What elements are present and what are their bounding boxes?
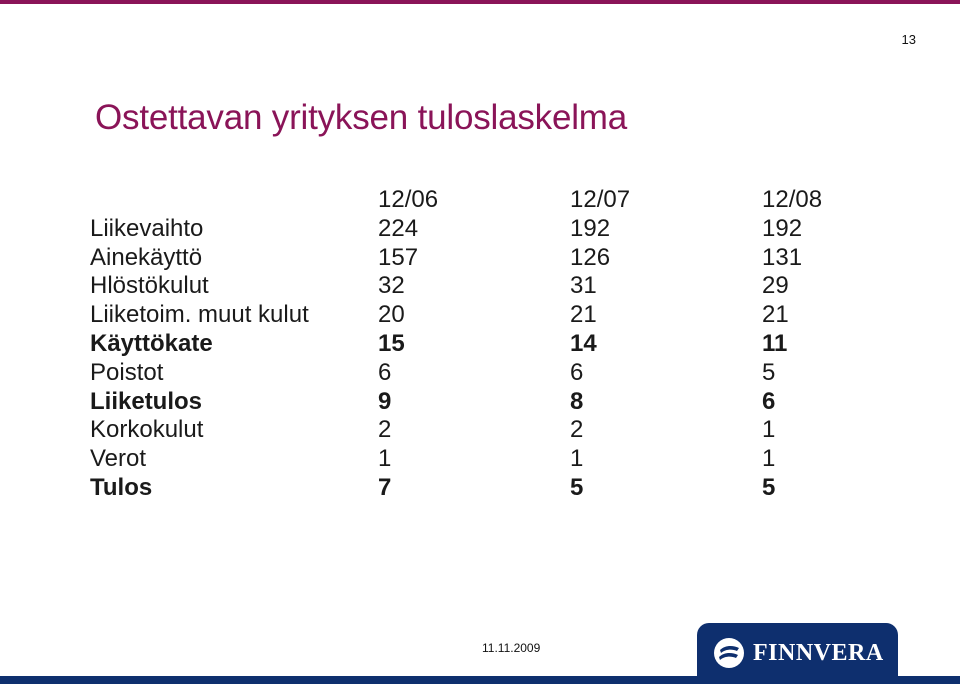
slide-number: 13 [901,32,916,47]
row-value: 6 [378,358,392,386]
row-value: 31 [570,272,597,300]
row-value: 29 [762,272,789,300]
row-value: 192 [570,214,611,242]
row-value: 224 [378,214,419,242]
table-header-row: 12/06 12/07 12/08 [90,186,862,215]
row-value: 126 [570,243,611,271]
table-row: Ainekäyttö 157 126 131 [90,244,862,273]
footer-date: 11.11.2009 [482,641,541,655]
row-value: 1 [762,416,776,444]
row-label: Liikevaihto [90,214,204,242]
header-label-cell [90,186,378,215]
row-label: Hlöstökulut [90,272,209,300]
row-value: 157 [378,243,419,271]
slide-title: Ostettavan yrityksen tuloslaskelma [95,98,628,137]
row-value: 2 [378,416,392,444]
header-period-12-08: 12/08 [762,186,823,213]
finnvera-logo: FINNVERA [697,623,898,684]
row-value: 21 [570,301,597,329]
row-label: Liiketoim. muut kulut [90,301,309,329]
finnvera-logo-mark-icon [714,638,744,668]
row-label: Verot [90,445,147,473]
row-value: 32 [378,272,405,300]
row-value: 7 [378,473,392,501]
table-row: Liikevaihto 224 192 192 [90,215,862,244]
row-value: 5 [762,473,776,501]
row-value: 6 [762,387,776,415]
table-row: Verot 1 1 1 [90,445,862,474]
row-value: 2 [570,416,584,444]
top-accent-rule [0,0,960,4]
row-value: 14 [570,329,597,357]
bottom-brand-bar [0,676,960,684]
table-row: Hlöstökulut 32 31 29 [90,272,862,301]
table-row: Poistot 6 6 5 [90,359,862,388]
row-value: 11 [762,329,788,357]
income-statement-table: 12/06 12/07 12/08 Liikevaihto 224 192 19… [90,186,862,503]
row-value: 1 [378,445,392,473]
row-value: 131 [762,243,803,271]
logo-wordmark: FINNVERA [753,640,884,666]
row-value: 6 [570,358,584,386]
row-value: 15 [378,329,405,357]
row-label: Tulos [90,473,153,501]
row-label: Käyttökate [90,329,213,357]
row-value: 9 [378,387,392,415]
row-value: 5 [762,358,776,386]
header-period-12-07: 12/07 [570,186,631,213]
row-value: 5 [570,473,584,501]
table-row: Liiketoim. muut kulut 20 21 21 [90,301,862,330]
table-row-subtotal: Käyttökate 15 14 11 [90,330,862,359]
header-period-12-06: 12/06 [378,186,439,213]
row-value: 192 [762,214,803,242]
row-value: 21 [762,301,789,329]
row-value: 1 [762,445,776,473]
row-value: 20 [378,301,405,329]
row-label: Korkokulut [90,416,204,444]
row-value: 8 [570,387,584,415]
row-value: 1 [570,445,584,473]
table-row-total: Tulos 7 5 5 [90,474,862,503]
row-label: Ainekäyttö [90,243,203,271]
row-label: Liiketulos [90,387,203,415]
table-row: Korkokulut 2 2 1 [90,416,862,445]
row-label: Poistot [90,358,164,386]
table-row-subtotal: Liiketulos 9 8 6 [90,388,862,417]
